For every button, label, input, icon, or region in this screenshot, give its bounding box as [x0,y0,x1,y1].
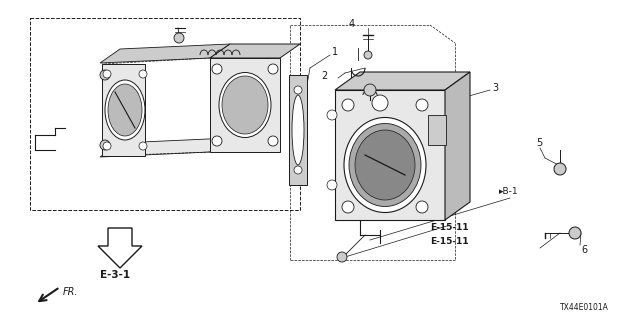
Ellipse shape [222,76,268,134]
Polygon shape [102,64,145,156]
Circle shape [327,110,337,120]
Text: FR.: FR. [63,287,79,297]
Text: ▸B-1: ▸B-1 [499,188,518,196]
Circle shape [268,136,278,146]
Circle shape [416,99,428,111]
Text: E-15-11: E-15-11 [430,237,468,246]
Circle shape [342,201,354,213]
Ellipse shape [219,73,271,138]
Polygon shape [98,228,142,268]
Ellipse shape [344,117,426,212]
Circle shape [569,227,581,239]
Polygon shape [210,58,280,152]
Ellipse shape [108,84,142,136]
Polygon shape [100,44,230,63]
Circle shape [139,70,147,78]
Circle shape [554,163,566,175]
Circle shape [212,64,222,74]
Circle shape [364,84,376,96]
Text: TX44E0101A: TX44E0101A [560,303,609,313]
Circle shape [416,201,428,213]
Circle shape [103,70,111,78]
Circle shape [372,95,388,111]
Circle shape [100,70,110,80]
Polygon shape [335,90,445,220]
Circle shape [103,142,111,150]
Circle shape [268,64,278,74]
Circle shape [342,99,354,111]
Circle shape [364,51,372,59]
Text: 3: 3 [492,83,498,93]
Polygon shape [445,72,470,220]
Text: 2: 2 [322,71,328,81]
Ellipse shape [355,130,415,200]
Text: 1: 1 [332,47,338,57]
Circle shape [139,142,147,150]
Circle shape [294,166,302,174]
Polygon shape [335,72,470,90]
Polygon shape [289,75,307,185]
Ellipse shape [292,95,304,165]
Ellipse shape [349,124,421,206]
Text: 5: 5 [536,138,542,148]
Ellipse shape [105,80,145,140]
Circle shape [174,33,184,43]
Text: E-3-1: E-3-1 [100,270,130,280]
Polygon shape [210,44,300,58]
Text: 4: 4 [349,19,355,29]
Text: E-15-11: E-15-11 [430,223,468,233]
Circle shape [327,180,337,190]
Circle shape [100,140,110,150]
Text: 6: 6 [581,245,587,255]
Polygon shape [100,138,230,157]
Polygon shape [428,115,446,145]
Circle shape [337,252,347,262]
Circle shape [212,136,222,146]
Circle shape [294,86,302,94]
